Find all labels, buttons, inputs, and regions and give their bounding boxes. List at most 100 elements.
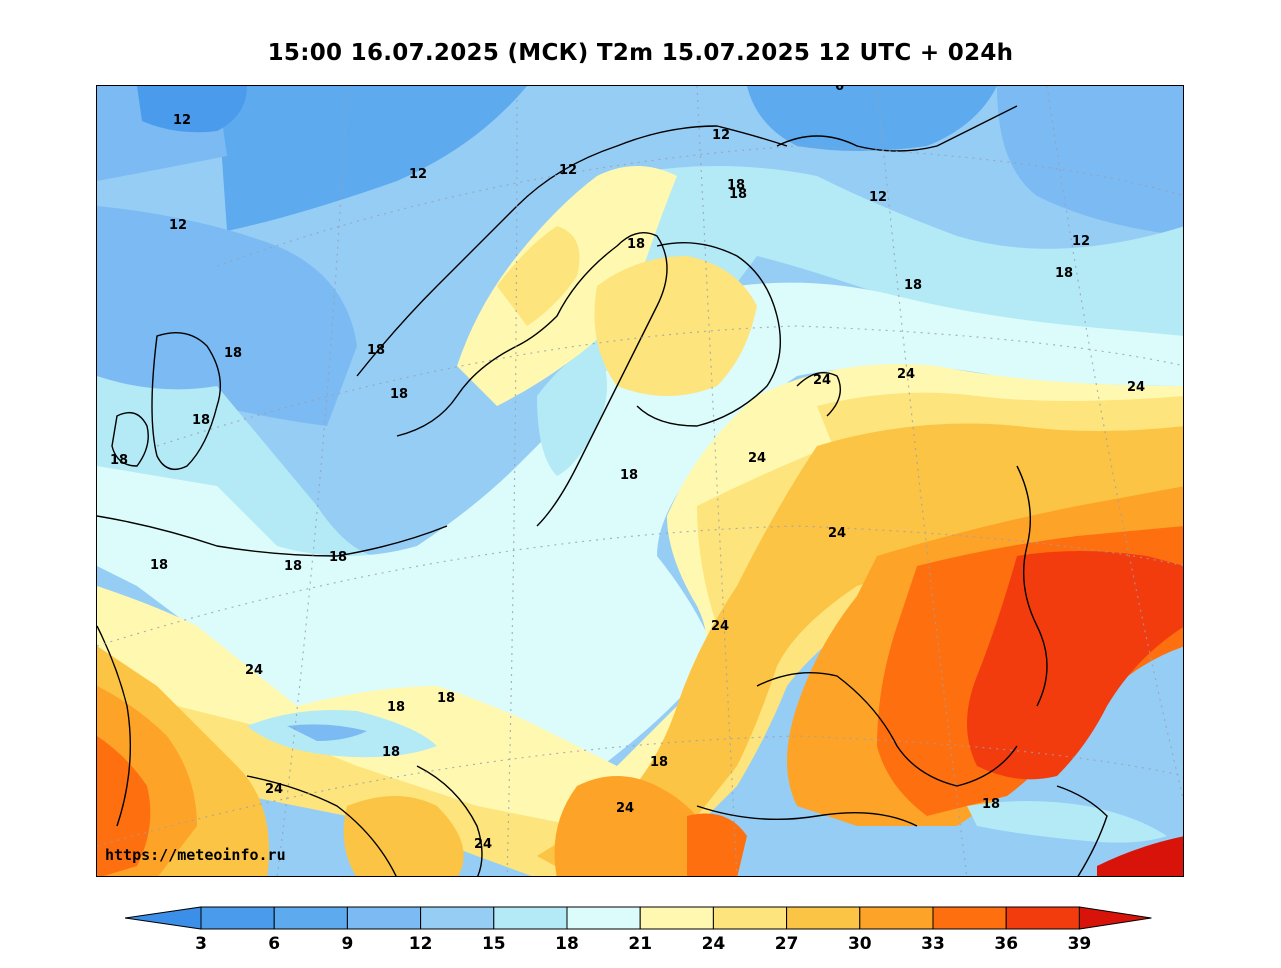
- contour-label: 12: [869, 190, 887, 205]
- graticule: [97, 86, 1183, 876]
- contour-label: 18: [904, 278, 922, 293]
- cold-zone-barents: [747, 86, 997, 151]
- coast-ireland: [111, 412, 149, 467]
- coast-black-sea-south: [696, 805, 918, 827]
- cold-zone-iceland: [137, 86, 247, 133]
- colorbar-tick-label: 39: [1068, 934, 1092, 954]
- colorbar-cell: [639, 906, 714, 930]
- band-18-21: [97, 282, 1183, 786]
- contour-label: 24: [616, 801, 634, 816]
- colorbar-tick-label: 30: [848, 934, 872, 954]
- source-watermark[interactable]: https://meteoinfo.ru: [105, 846, 286, 864]
- colorbar-tick-label: 3: [195, 934, 207, 954]
- colorbar-cell: [1005, 906, 1080, 930]
- colorbar-cell: [346, 906, 422, 930]
- contour-label: 24: [1127, 380, 1145, 395]
- contour-label: 18: [729, 187, 747, 202]
- contour-label: 18: [329, 550, 347, 565]
- contour-label: 24: [813, 373, 831, 388]
- contour-label: 24: [474, 837, 492, 852]
- band-36-39: [967, 551, 1183, 780]
- coast-caspian: [1056, 785, 1108, 876]
- coastlines: [97, 105, 1108, 876]
- contour-label: 12: [409, 167, 427, 182]
- temperature-map: 12 12 12 12 12 12 12 6 18 18 18 18 18 18 18 18 18 18 18 18 1…: [96, 85, 1184, 877]
- graticule-lat-2: [156, 325, 1183, 447]
- coast-black-sea-north: [756, 672, 1018, 787]
- contour-label: 18: [367, 343, 385, 358]
- contour-label: 24: [897, 367, 915, 382]
- band-24-27-finland: [594, 256, 757, 396]
- coast-ladoga: [796, 372, 841, 417]
- contour-label: 24: [265, 782, 283, 797]
- colorbar-tick-label: 15: [482, 934, 506, 954]
- contour-label: 12: [173, 113, 191, 128]
- colorbar-tick-label: 21: [628, 934, 652, 954]
- graticule-lat-1: [216, 145, 1183, 267]
- cool-spot-alps-core: [287, 724, 367, 741]
- colorbar-tick-label: 12: [409, 934, 433, 954]
- contour-label: 18: [727, 178, 745, 193]
- cold-zone-kara: [997, 86, 1183, 236]
- contour-label: 18: [150, 558, 168, 573]
- coast-iberia: [97, 625, 132, 827]
- temperature-colorbar: 3 6 9 12 15 18 21 24 27 30 33 36 39: [124, 904, 1155, 964]
- colorbar-arrow-high: [1078, 906, 1152, 930]
- contour-label: 24: [828, 526, 846, 541]
- colorbar-tick-label: 33: [921, 934, 945, 954]
- colorbar-cell: [566, 906, 641, 930]
- graticule-lon-4: [876, 86, 968, 876]
- contour-label: 24: [245, 663, 263, 678]
- colorbar-cell: [420, 906, 495, 930]
- colorbar-ticks: 3 6 9 12 15 18 21 24 27 30 33 36 39: [195, 934, 1091, 954]
- colorbar-cell: [273, 906, 348, 930]
- coast-norway: [356, 125, 788, 377]
- contour-label: 18: [620, 468, 638, 483]
- band-33-36-turkey: [687, 813, 747, 876]
- colorbar-tick-label: 27: [775, 934, 799, 954]
- coast-finland: [636, 242, 782, 427]
- contour-label: 18: [437, 691, 455, 706]
- contour-label: 18: [110, 453, 128, 468]
- contour-label: 18: [627, 237, 645, 252]
- contour-label: 24: [748, 451, 766, 466]
- contour-label: 12: [559, 163, 577, 178]
- colorbar-tick-label: 36: [994, 934, 1018, 954]
- contour-label: 24: [1182, 365, 1184, 380]
- colorbar-cells: [124, 906, 1152, 930]
- graticule-lon-5: [1046, 86, 1183, 801]
- band-30-33-balkans: [554, 776, 717, 876]
- coast-adriatic: [416, 765, 483, 876]
- contour-label: 12: [169, 218, 187, 233]
- graticule-lon-2: [506, 86, 518, 876]
- colorbar-cell: [200, 906, 275, 930]
- contour-label: 24: [711, 619, 729, 634]
- contour-label: 18: [982, 797, 1000, 812]
- colorbar-cell: [859, 906, 934, 930]
- contour-label: 18: [390, 387, 408, 402]
- colorbar-cell: [493, 906, 568, 930]
- river-volga: [1016, 465, 1048, 707]
- cold-zone-atlantic: [217, 86, 527, 231]
- band-27-30-italy: [343, 796, 464, 876]
- contour-label: 12: [1072, 234, 1090, 249]
- colorbar-cell: [712, 906, 788, 930]
- contour-label: 18: [192, 413, 210, 428]
- cool-spot-caucasus: [967, 801, 1167, 843]
- coast-uk: [151, 332, 222, 470]
- contour-label: 12: [712, 128, 730, 143]
- band-33-36-iberia: [97, 736, 151, 876]
- colorbar-tick-label: 24: [702, 934, 726, 954]
- colorbar-cell: [786, 906, 861, 930]
- colorbar-tick-label: 9: [341, 934, 353, 954]
- baltic-cool: [537, 346, 607, 476]
- coast-north-europe: [97, 515, 448, 557]
- colorbar-arrow-low: [124, 906, 202, 930]
- graticule-lat-4: [97, 735, 1183, 847]
- contour-label: 18: [382, 745, 400, 760]
- cold-zone-norwegian-sea: [97, 206, 357, 426]
- contour-label: 18: [284, 559, 302, 574]
- colorbar-tick-label: 18: [555, 934, 579, 954]
